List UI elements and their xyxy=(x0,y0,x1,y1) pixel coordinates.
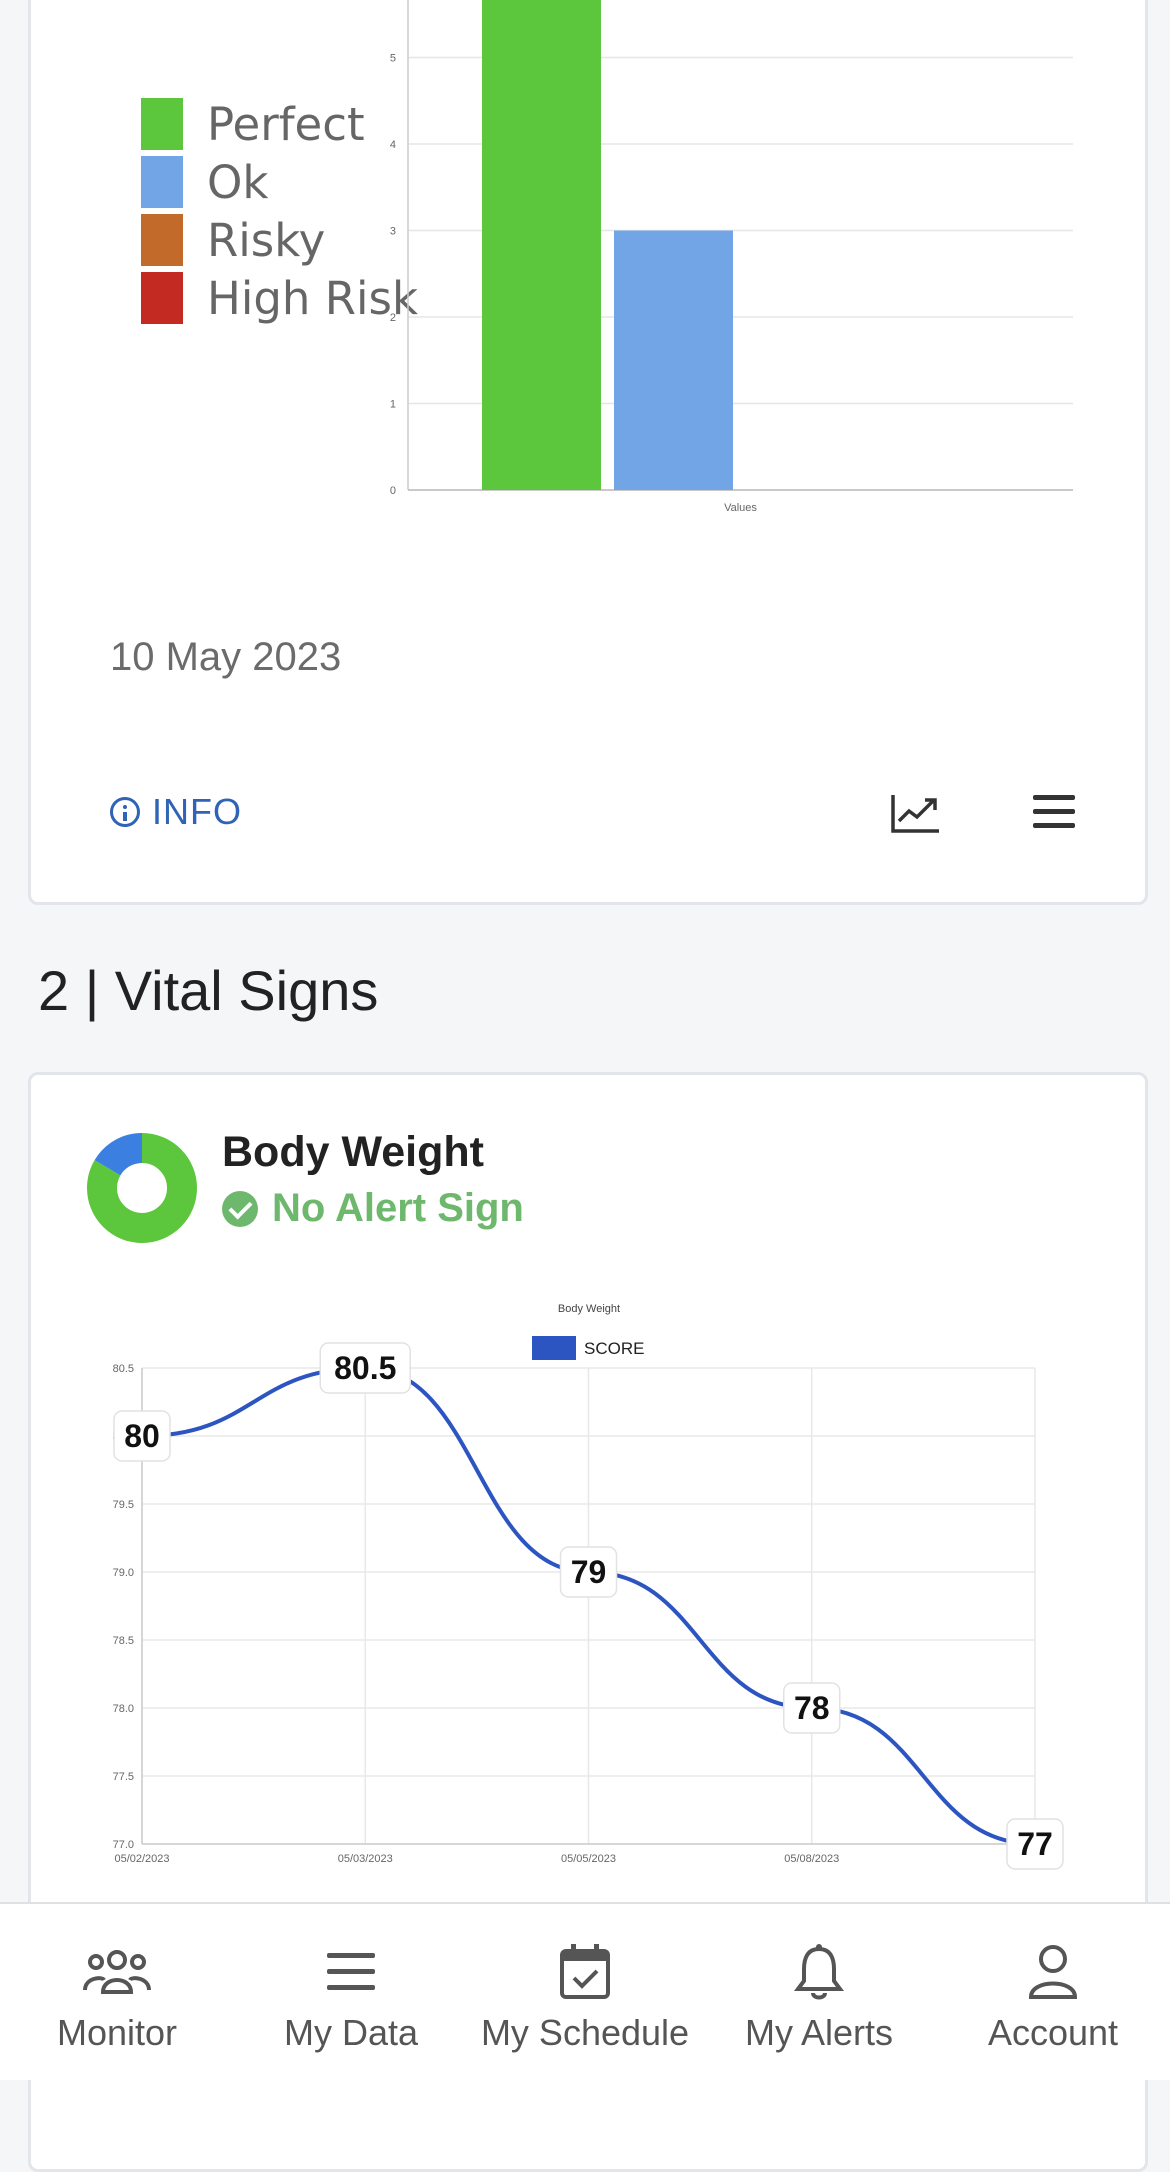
line-chart-title: Body Weight xyxy=(558,1303,620,1315)
legend-swatch-ok xyxy=(141,156,183,208)
line-legend-swatch xyxy=(532,1336,576,1360)
donut-slice-ok xyxy=(87,1133,197,1243)
bell-icon xyxy=(784,1944,854,2000)
nav-my-schedule[interactable]: My Schedule xyxy=(468,1904,702,2080)
section-title: 2 | Vital Signs xyxy=(38,959,379,1022)
menu-icon xyxy=(316,1944,386,2000)
line-x-tick-label: 05/08/2023 xyxy=(784,1853,839,1865)
trend-chart-icon xyxy=(891,795,939,833)
bar-chart-legend: Perfect Ok Risky High Risk xyxy=(141,95,418,327)
data-label: 80 xyxy=(124,1418,160,1454)
trend-chart-button[interactable] xyxy=(889,791,943,835)
body-weight-donut-chart xyxy=(87,1133,197,1243)
info-icon xyxy=(110,797,140,827)
nav-account[interactable]: Account xyxy=(936,1904,1170,2080)
bar-ok xyxy=(614,230,733,490)
group-icon xyxy=(82,1944,152,2000)
check-circle-icon xyxy=(222,1190,258,1227)
bar-x-axis-label: Values xyxy=(724,502,757,514)
bar-y-tick-label: 2 xyxy=(390,312,396,324)
alert-status: No Alert Sign xyxy=(222,1186,524,1231)
nav-label: My Data xyxy=(283,2012,419,2053)
line-x-tick-label: 05/05/2023 xyxy=(561,1853,616,1865)
data-label: 77 xyxy=(1017,1826,1053,1862)
hamburger-menu-icon xyxy=(1033,795,1075,828)
line-y-tick-label: 77.5 xyxy=(113,1771,134,1783)
card-menu-button[interactable] xyxy=(1031,791,1077,833)
calendar-check-icon xyxy=(550,1944,620,2000)
line-x-tick-label: 05/03/2023 xyxy=(338,1853,393,1865)
legend-label: Risky xyxy=(207,213,326,267)
nav-label: My Schedule xyxy=(480,2012,690,2053)
report-date: 10 May 2023 xyxy=(110,635,342,679)
nav-label: Monitor xyxy=(56,2012,178,2053)
body-weight-title: Body Weight xyxy=(222,1128,484,1176)
nav-my-data[interactable]: My Data xyxy=(234,1904,468,2080)
line-y-tick-label: 79.5 xyxy=(113,1499,134,1511)
line-legend-label: SCORE xyxy=(584,1339,644,1358)
data-label-box xyxy=(113,1410,171,1462)
nav-label: Account xyxy=(987,2012,1119,2053)
data-label: 79 xyxy=(571,1554,607,1590)
data-label-box xyxy=(783,1682,841,1734)
line-y-tick-label: 78.0 xyxy=(113,1703,134,1715)
legend-label: Ok xyxy=(207,155,269,209)
data-label-box xyxy=(319,1342,411,1394)
nav-monitor[interactable]: Monitor xyxy=(0,1904,234,2080)
status-bar-chart: 0 1 2 3 4 5 Values xyxy=(390,0,1073,514)
nav-my-alerts[interactable]: My Alerts xyxy=(702,1904,936,2080)
bottom-navigation: Monitor My Data My Schedule xyxy=(0,1902,1170,2080)
legend-item-perfect: Perfect xyxy=(141,95,418,153)
legend-swatch-perfect xyxy=(141,98,183,150)
legend-label: Perfect xyxy=(207,97,365,151)
line-x-tick-label: 05/02/2023 xyxy=(114,1853,169,1865)
bar-y-tick-label: 3 xyxy=(390,226,396,238)
legend-swatch-risky xyxy=(141,214,183,266)
bar-y-tick-label: 5 xyxy=(390,53,396,65)
line-y-tick-label: 80.5 xyxy=(113,1363,134,1375)
bar-y-tick-label: 1 xyxy=(390,399,396,411)
data-label: 78 xyxy=(794,1690,830,1726)
bar-perfect xyxy=(482,0,601,490)
info-button[interactable]: INFO xyxy=(110,791,242,833)
info-label: INFO xyxy=(152,791,242,832)
line-y-tick-label: 78.5 xyxy=(113,1635,134,1647)
data-label-box xyxy=(559,1546,618,1598)
user-icon xyxy=(1018,1944,1088,2000)
line-y-tick-label: 79.0 xyxy=(113,1567,134,1579)
line-y-tick-label: 77.0 xyxy=(113,1839,134,1851)
body-weight-line-chart: Body Weight SCORE 77.0 77.5 78.0 78.5 79.0 79.5… xyxy=(113,1303,1064,1870)
legend-item-ok: Ok xyxy=(141,153,418,211)
data-label-box xyxy=(1006,1818,1064,1870)
data-label: 80.5 xyxy=(334,1350,396,1386)
bar-y-tick-label: 4 xyxy=(390,139,396,151)
bar-y-tick-label: 0 xyxy=(390,485,396,497)
legend-item-high-risk: High Risk xyxy=(141,269,418,327)
legend-label: High Risk xyxy=(207,271,419,325)
status-summary-card: Perfect Ok Risky High Risk 0 1 2 3 4 5 Values … xyxy=(28,0,1148,905)
legend-swatch-high-risk xyxy=(141,272,183,324)
legend-item-risky: Risky xyxy=(141,211,418,269)
nav-label: My Alerts xyxy=(744,2012,894,2053)
alert-status-label: No Alert Sign xyxy=(272,1186,524,1230)
